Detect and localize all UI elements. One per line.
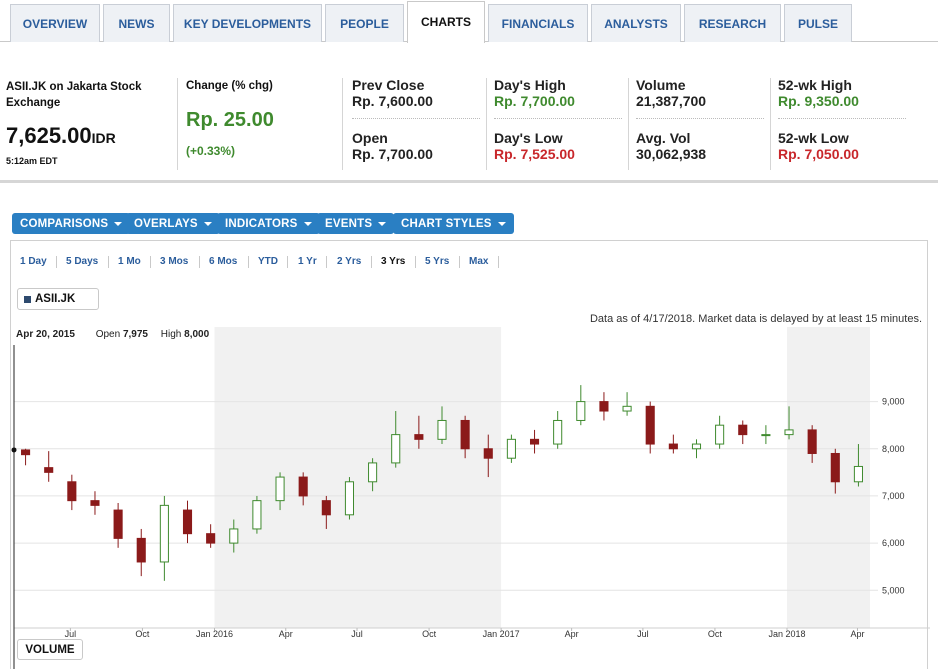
- divider: [494, 118, 622, 119]
- range-1-day[interactable]: 1 Day: [20, 256, 47, 267]
- tab-pulse[interactable]: PULSE: [784, 4, 852, 42]
- prev-close-value: Rp. 7,600.00: [352, 93, 433, 109]
- tab-research[interactable]: RESEARCH: [684, 4, 781, 42]
- divider: [287, 256, 288, 268]
- ohlc-volume-label: Volume: [347, 329, 381, 340]
- range-5-yrs[interactable]: 5 Yrs: [425, 256, 450, 267]
- divider: [486, 78, 487, 170]
- legend-symbol-label: ASII.JK: [35, 293, 76, 305]
- day-high-label: Day's High: [494, 77, 566, 93]
- price-value: 7,625.00: [6, 123, 92, 148]
- open-label: Open: [352, 130, 388, 146]
- comparisons-label: COMPARISONS: [20, 217, 109, 230]
- range-1-yr[interactable]: 1 Yr: [298, 256, 317, 267]
- avg-vol-value: 30,062,938: [636, 146, 707, 162]
- price-currency: IDR: [91, 130, 116, 146]
- divider: [628, 78, 629, 170]
- ohlc-open: 7,975: [122, 329, 148, 340]
- tab-key-developments[interactable]: KEY DEVELOPMENTS: [173, 4, 322, 42]
- change-label: Change (% chg): [186, 80, 273, 92]
- wk52-low-value: Rp. 7,050.00: [778, 146, 859, 162]
- range-3-yrs[interactable]: 3 Yrs: [381, 256, 406, 267]
- ohlc-high: 8,000: [184, 329, 210, 340]
- caret-down-icon: [203, 221, 212, 226]
- quote-panel: ASII.JK on Jakarta Stock Exchange 7,625.…: [0, 43, 938, 183]
- volume-label: Volume: [636, 77, 686, 93]
- caret-down-icon: [497, 221, 506, 226]
- divider: [326, 256, 327, 268]
- divider: [778, 118, 906, 119]
- tab-bar: OVERVIEW NEWS KEY DEVELOPMENTS PEOPLE CH…: [0, 0, 938, 43]
- divider: [415, 256, 416, 268]
- divider: [199, 256, 200, 268]
- last-price: 7,625.00IDR: [6, 123, 116, 149]
- tab-financials[interactable]: FINANCIALS: [488, 4, 588, 42]
- caret-down-icon: [378, 221, 387, 226]
- prev-close-label: Prev Close: [352, 77, 425, 93]
- wk52-low-label: 52-wk Low: [778, 130, 849, 146]
- data-delay-note: Data as of 4/17/2018. Market data is del…: [589, 313, 922, 325]
- ohlc-volume: 176,112,700: [383, 329, 439, 340]
- day-high-value: Rp. 7,700.00: [494, 93, 575, 109]
- ohlc-close: 7,875: [309, 329, 335, 340]
- series-swatch-icon: [24, 295, 31, 303]
- tab-analysts[interactable]: ANALYSTS: [591, 4, 681, 42]
- ohlc-high-label: High: [160, 329, 182, 340]
- comparisons-button[interactable]: COMPARISONS: [12, 213, 131, 234]
- range-2-yrs[interactable]: 2 Yrs: [337, 256, 362, 267]
- volume-button[interactable]: VOLUME: [17, 639, 83, 660]
- ohlc-low: 7,650: [243, 329, 269, 340]
- range-max[interactable]: Max: [469, 256, 489, 267]
- ohlc-open-label: Open: [95, 329, 121, 340]
- tab-charts[interactable]: CHARTS: [407, 1, 485, 43]
- ohlc-readout: Apr 20, 2015 Open 7,975 High 8,000 Low 7…: [16, 329, 438, 340]
- open-value: Rp. 7,700.00: [352, 146, 433, 162]
- caret-down-icon: [114, 221, 123, 226]
- divider: [459, 256, 460, 268]
- divider: [498, 256, 499, 268]
- divider: [108, 256, 109, 268]
- caret-down-icon: [303, 221, 312, 226]
- indicators-label: INDICATORS: [225, 217, 298, 230]
- range-ytd[interactable]: YTD: [258, 256, 278, 267]
- overlays-label: OVERLAYS: [134, 217, 198, 230]
- indicators-button[interactable]: INDICATORS: [217, 213, 320, 234]
- range-6-mos[interactable]: 6 Mos: [209, 256, 238, 267]
- divider: [150, 256, 151, 268]
- ohlc-date: Apr 20, 2015: [16, 329, 75, 340]
- divider: [342, 78, 343, 170]
- chart-styles-button[interactable]: CHART STYLES: [393, 213, 514, 234]
- divider: [371, 256, 372, 268]
- avg-vol-label: Avg. Vol: [636, 130, 691, 146]
- divider: [352, 118, 480, 119]
- quote-time: 5:12am EDT: [6, 156, 58, 166]
- ohlc-close-label: Close: [280, 329, 307, 340]
- events-label: EVENTS: [325, 217, 373, 230]
- divider: [177, 78, 178, 170]
- day-low-value: Rp. 7,525.00: [494, 146, 575, 162]
- tab-overview[interactable]: OVERVIEW: [10, 4, 100, 42]
- wk52-high-label: 52-wk High: [778, 77, 852, 93]
- range-5-days[interactable]: 5 Days: [66, 256, 99, 267]
- volume-value: 21,387,700: [636, 93, 707, 109]
- legend-symbol[interactable]: ASII.JK: [17, 288, 99, 310]
- events-button[interactable]: EVENTS: [317, 213, 395, 234]
- chart-panel: [10, 240, 928, 669]
- ohlc-low-label: Low: [221, 329, 241, 340]
- overlays-button[interactable]: OVERLAYS: [126, 213, 220, 234]
- divider: [770, 78, 771, 170]
- wk52-high-value: Rp. 9,350.00: [778, 93, 859, 109]
- tab-news[interactable]: NEWS: [103, 4, 170, 42]
- chart-styles-label: CHART STYLES: [401, 217, 492, 230]
- change-percent: (+0.33%): [186, 144, 236, 158]
- instrument-name: ASII.JK on Jakarta Stock Exchange: [6, 81, 142, 109]
- divider: [248, 256, 249, 268]
- change-value: Rp. 25.00: [186, 109, 274, 131]
- tab-people[interactable]: PEOPLE: [325, 4, 404, 42]
- day-low-label: Day's Low: [494, 130, 563, 146]
- range-1-mo[interactable]: 1 Mo: [118, 256, 141, 267]
- divider: [56, 256, 57, 268]
- range-3-mos[interactable]: 3 Mos: [160, 256, 189, 267]
- divider: [636, 118, 764, 119]
